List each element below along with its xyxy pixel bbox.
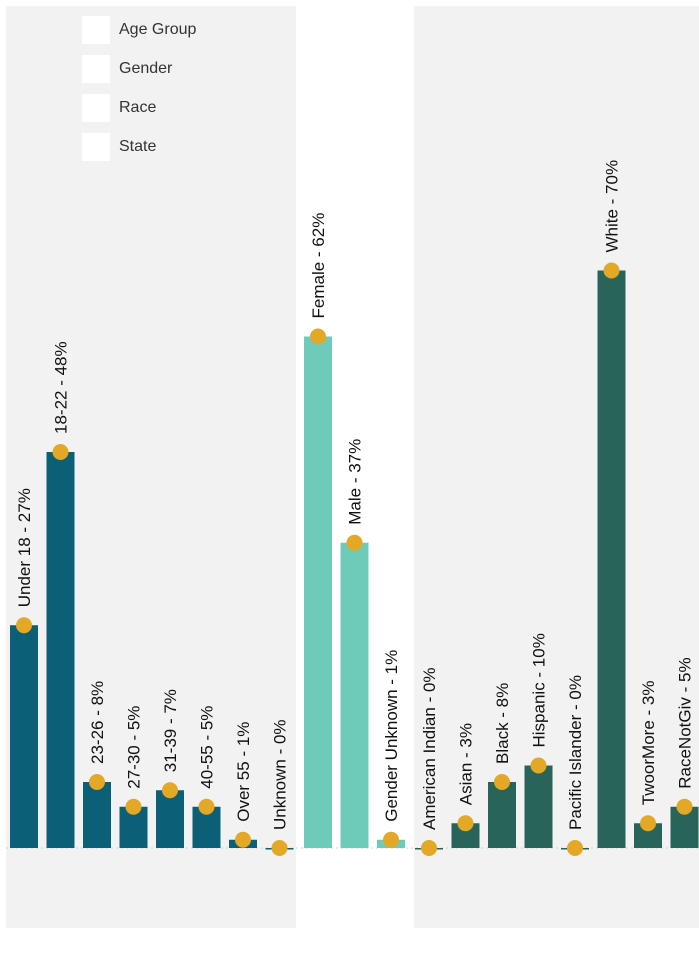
value-marker xyxy=(162,782,178,799)
bar-label: Male - 37% xyxy=(346,439,365,525)
value-marker xyxy=(310,328,326,345)
bar-23-26[interactable] xyxy=(83,782,111,848)
value-marker xyxy=(603,262,620,279)
legend-label: Age Group xyxy=(119,21,197,38)
bar-label: Asian - 3% xyxy=(457,723,476,805)
bar-18-22[interactable] xyxy=(46,452,75,848)
bar-under-18[interactable] xyxy=(10,625,38,848)
legend-label: State xyxy=(119,138,157,155)
value-marker xyxy=(383,831,399,848)
value-marker xyxy=(52,444,69,460)
legend-item-state[interactable]: State xyxy=(82,133,156,161)
bar-label: Pacific Islander - 0% xyxy=(566,675,585,830)
value-marker xyxy=(198,798,215,815)
value-marker xyxy=(271,840,288,856)
bar-label: Gender Unknown - 1% xyxy=(382,650,401,822)
bar-label: American Indian - 0% xyxy=(420,667,439,830)
legend-item-age-group[interactable]: Age Group xyxy=(82,16,196,44)
bar-label: Unknown - 0% xyxy=(271,719,290,830)
plot-area: Under 18 - 27% 18-22 - 48% 23-26 - 8% 27-30… xyxy=(6,160,699,856)
legend-item-race[interactable]: Race xyxy=(82,94,156,122)
value-marker xyxy=(16,617,32,634)
bar-label: Hispanic - 10% xyxy=(530,633,549,747)
value-marker xyxy=(676,798,693,815)
legend-swatch xyxy=(82,55,110,83)
bar-female[interactable] xyxy=(304,336,332,849)
legend-label: Gender xyxy=(119,60,173,77)
bar-white[interactable] xyxy=(597,270,626,849)
bar-label: 18-22 - 48% xyxy=(52,341,71,434)
legend-swatch xyxy=(82,94,110,122)
bar-label: Over 55 - 1% xyxy=(234,722,253,822)
group-band-race xyxy=(414,6,699,928)
bar-label: 23-26 - 8% xyxy=(88,681,107,764)
bar-label: Female - 62% xyxy=(309,213,328,319)
legend-label: Race xyxy=(119,99,157,116)
value-marker xyxy=(640,815,656,832)
value-marker xyxy=(125,798,142,815)
value-marker xyxy=(89,774,105,790)
value-marker xyxy=(567,840,583,856)
bar-label: Under 18 - 27% xyxy=(15,488,34,607)
value-marker xyxy=(457,815,474,832)
bar-label: 27-30 - 5% xyxy=(125,706,144,789)
bar-label: RaceNotGiv - 5% xyxy=(676,657,695,788)
bar-31-39[interactable] xyxy=(156,790,184,848)
bar-label: Black - 8% xyxy=(493,683,512,764)
value-marker xyxy=(421,840,437,856)
legend-swatch xyxy=(82,16,110,44)
bar-black[interactable] xyxy=(488,782,516,848)
bar-label: 40-55 - 5% xyxy=(198,706,217,789)
value-marker xyxy=(494,774,510,790)
bar-hispanic[interactable] xyxy=(524,765,553,849)
value-marker xyxy=(346,534,363,551)
legend-swatch xyxy=(82,133,110,161)
bar-male[interactable] xyxy=(340,542,369,848)
value-marker xyxy=(530,757,547,774)
bar-label: TwoorMore - 3% xyxy=(639,681,658,806)
bar-label: White - 70% xyxy=(603,160,622,253)
value-marker xyxy=(235,831,251,848)
legend-item-gender[interactable]: Gender xyxy=(82,55,172,83)
bar-label: 31-39 - 7% xyxy=(161,689,180,772)
